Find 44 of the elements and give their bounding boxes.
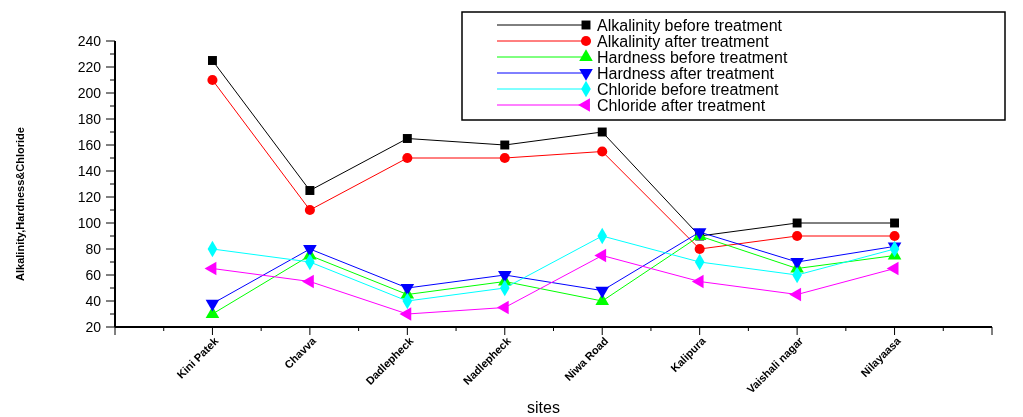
legend-label: Chloride before treatment	[597, 80, 779, 98]
point	[890, 218, 900, 228]
point	[207, 74, 218, 86]
legend-label: Chloride after treatment	[597, 96, 766, 114]
point	[499, 152, 510, 164]
y-tick-label: 220	[77, 58, 102, 75]
point	[594, 248, 607, 263]
y-tick-label: 60	[85, 266, 102, 283]
y-tick-label: 40	[85, 292, 102, 309]
point	[402, 152, 413, 164]
point	[496, 300, 509, 315]
x-axis-title: sites	[527, 399, 560, 416]
point	[304, 204, 315, 216]
point	[204, 261, 217, 276]
y-tick-label: 100	[77, 214, 102, 231]
point	[402, 134, 412, 143]
y-tick-label: 180	[77, 110, 102, 127]
point	[207, 56, 217, 65]
y-tick-label: 80	[85, 240, 102, 257]
point	[889, 230, 900, 242]
legend-label: Hardness after treatment	[597, 64, 775, 82]
y-axis-title: Alkalinity,Hardness&Chloride	[14, 127, 26, 281]
point	[691, 274, 704, 289]
point	[597, 127, 607, 137]
point	[399, 307, 412, 321]
y-tick-label: 140	[77, 162, 102, 179]
point	[595, 293, 610, 305]
y-tick-label: 160	[77, 136, 102, 153]
y-tick-label: 120	[77, 188, 102, 205]
legend-label: Hardness before treatment	[597, 48, 788, 66]
y-tick-label: 240	[77, 32, 102, 49]
point	[500, 140, 510, 150]
point	[792, 230, 803, 242]
legend-label: Alkalinity after treatment	[597, 32, 770, 50]
point	[305, 186, 315, 195]
point	[789, 287, 802, 302]
y-tick-label: 200	[77, 84, 102, 101]
point	[694, 243, 705, 255]
legend-label: Alkalinity before treatment	[597, 16, 783, 34]
point	[792, 218, 802, 228]
point	[302, 274, 314, 289]
y-tick-label: 20	[85, 318, 102, 335]
point	[597, 146, 608, 157]
point	[886, 261, 899, 276]
